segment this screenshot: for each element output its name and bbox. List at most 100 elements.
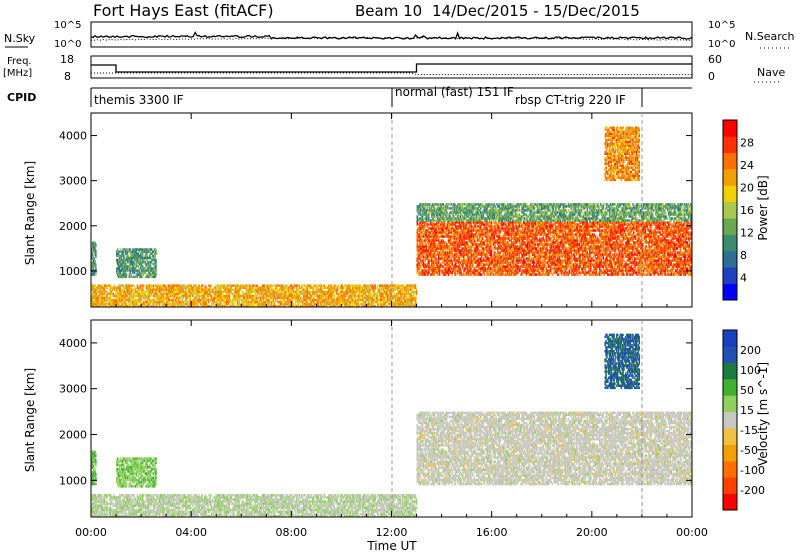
power-cell	[202, 304, 205, 307]
power-cell	[100, 300, 103, 304]
power-cell	[149, 275, 152, 279]
power-cell	[458, 227, 461, 230]
power-cell	[92, 249, 95, 252]
power-cell	[433, 247, 435, 250]
power-cell	[438, 229, 441, 232]
power-cell	[167, 284, 170, 287]
power-cell	[511, 233, 513, 236]
power-cell	[247, 292, 249, 296]
power-cell	[169, 284, 172, 287]
power-cell	[446, 225, 449, 228]
power-cell	[440, 255, 443, 258]
power-cell	[462, 233, 464, 236]
power-cell	[193, 292, 196, 296]
power-cell	[207, 304, 209, 307]
power-cell	[505, 271, 507, 274]
power-cell	[184, 298, 187, 302]
power-cell	[427, 237, 429, 240]
power-cell	[426, 271, 428, 274]
power-cell	[386, 292, 388, 296]
power-cell	[262, 284, 265, 287]
power-cell	[489, 259, 491, 262]
power-cell	[464, 243, 467, 246]
power-cell	[122, 260, 124, 264]
power-cell	[148, 288, 150, 291]
power-cell	[476, 253, 478, 256]
power-cell	[217, 296, 219, 300]
power-cell	[286, 284, 289, 287]
power-cell	[158, 302, 160, 306]
power-cell	[311, 300, 313, 304]
power-cell	[127, 258, 130, 262]
power-cell	[468, 231, 470, 234]
power-cell	[286, 296, 288, 300]
power-cell	[166, 296, 168, 300]
power-cell	[343, 290, 345, 294]
power-cell	[504, 265, 506, 268]
power-cell	[185, 290, 188, 294]
power-cell	[497, 237, 500, 240]
power-cell	[454, 223, 456, 226]
power-cell	[319, 284, 321, 287]
power-cell	[404, 294, 406, 298]
power-cell	[496, 227, 498, 230]
power-cell	[456, 243, 459, 246]
power-cell	[498, 269, 501, 272]
power-cell	[131, 298, 133, 302]
power-cell	[496, 253, 498, 256]
power-cell	[434, 267, 436, 270]
power-cell	[135, 250, 138, 253]
power-cell	[134, 254, 137, 258]
power-cell	[268, 302, 270, 306]
power-cell	[502, 257, 504, 260]
power-cell	[146, 286, 148, 289]
power-cell	[92, 241, 95, 244]
power-cell	[100, 302, 103, 306]
power-cell	[418, 233, 420, 236]
power-cell	[316, 296, 318, 300]
power-cell	[508, 223, 511, 226]
power-cell	[171, 298, 173, 302]
power-cell	[408, 296, 410, 300]
power-cell	[220, 284, 223, 287]
power-cell	[251, 298, 253, 302]
power-cell	[452, 259, 454, 262]
power-cell	[419, 263, 421, 266]
power-cell	[314, 290, 317, 294]
power-cell	[141, 260, 144, 264]
power-cell	[94, 251, 96, 254]
power-cell	[474, 225, 477, 228]
power-cell	[463, 227, 466, 230]
power-cell	[381, 292, 384, 296]
power-cell	[291, 284, 293, 287]
power-cell	[428, 261, 430, 264]
power-cell	[275, 284, 277, 287]
power-cell	[121, 302, 123, 306]
power-cell	[505, 245, 507, 248]
power-cell	[94, 263, 96, 266]
power-cell	[343, 302, 345, 306]
power-cell	[259, 298, 261, 302]
power-cell	[224, 290, 226, 294]
power-cell	[455, 247, 457, 250]
power-cell	[329, 290, 332, 294]
power-cell	[443, 273, 445, 276]
power-cell	[431, 227, 434, 230]
power-cell	[103, 298, 105, 302]
power-cell	[420, 235, 422, 238]
power-cell	[411, 300, 413, 304]
power-cell	[473, 271, 476, 274]
power-cell	[476, 235, 478, 238]
power-cell	[304, 294, 307, 298]
power-cell	[397, 284, 400, 287]
power-cell	[96, 294, 98, 298]
power-cell	[407, 302, 410, 306]
power-cell	[321, 300, 324, 304]
power-cell	[396, 286, 398, 289]
power-cell	[118, 298, 121, 302]
power-cell	[92, 261, 95, 264]
power-cell	[223, 300, 225, 304]
power-cell	[308, 298, 310, 302]
power-cell	[435, 235, 437, 238]
power-cell	[171, 286, 173, 289]
